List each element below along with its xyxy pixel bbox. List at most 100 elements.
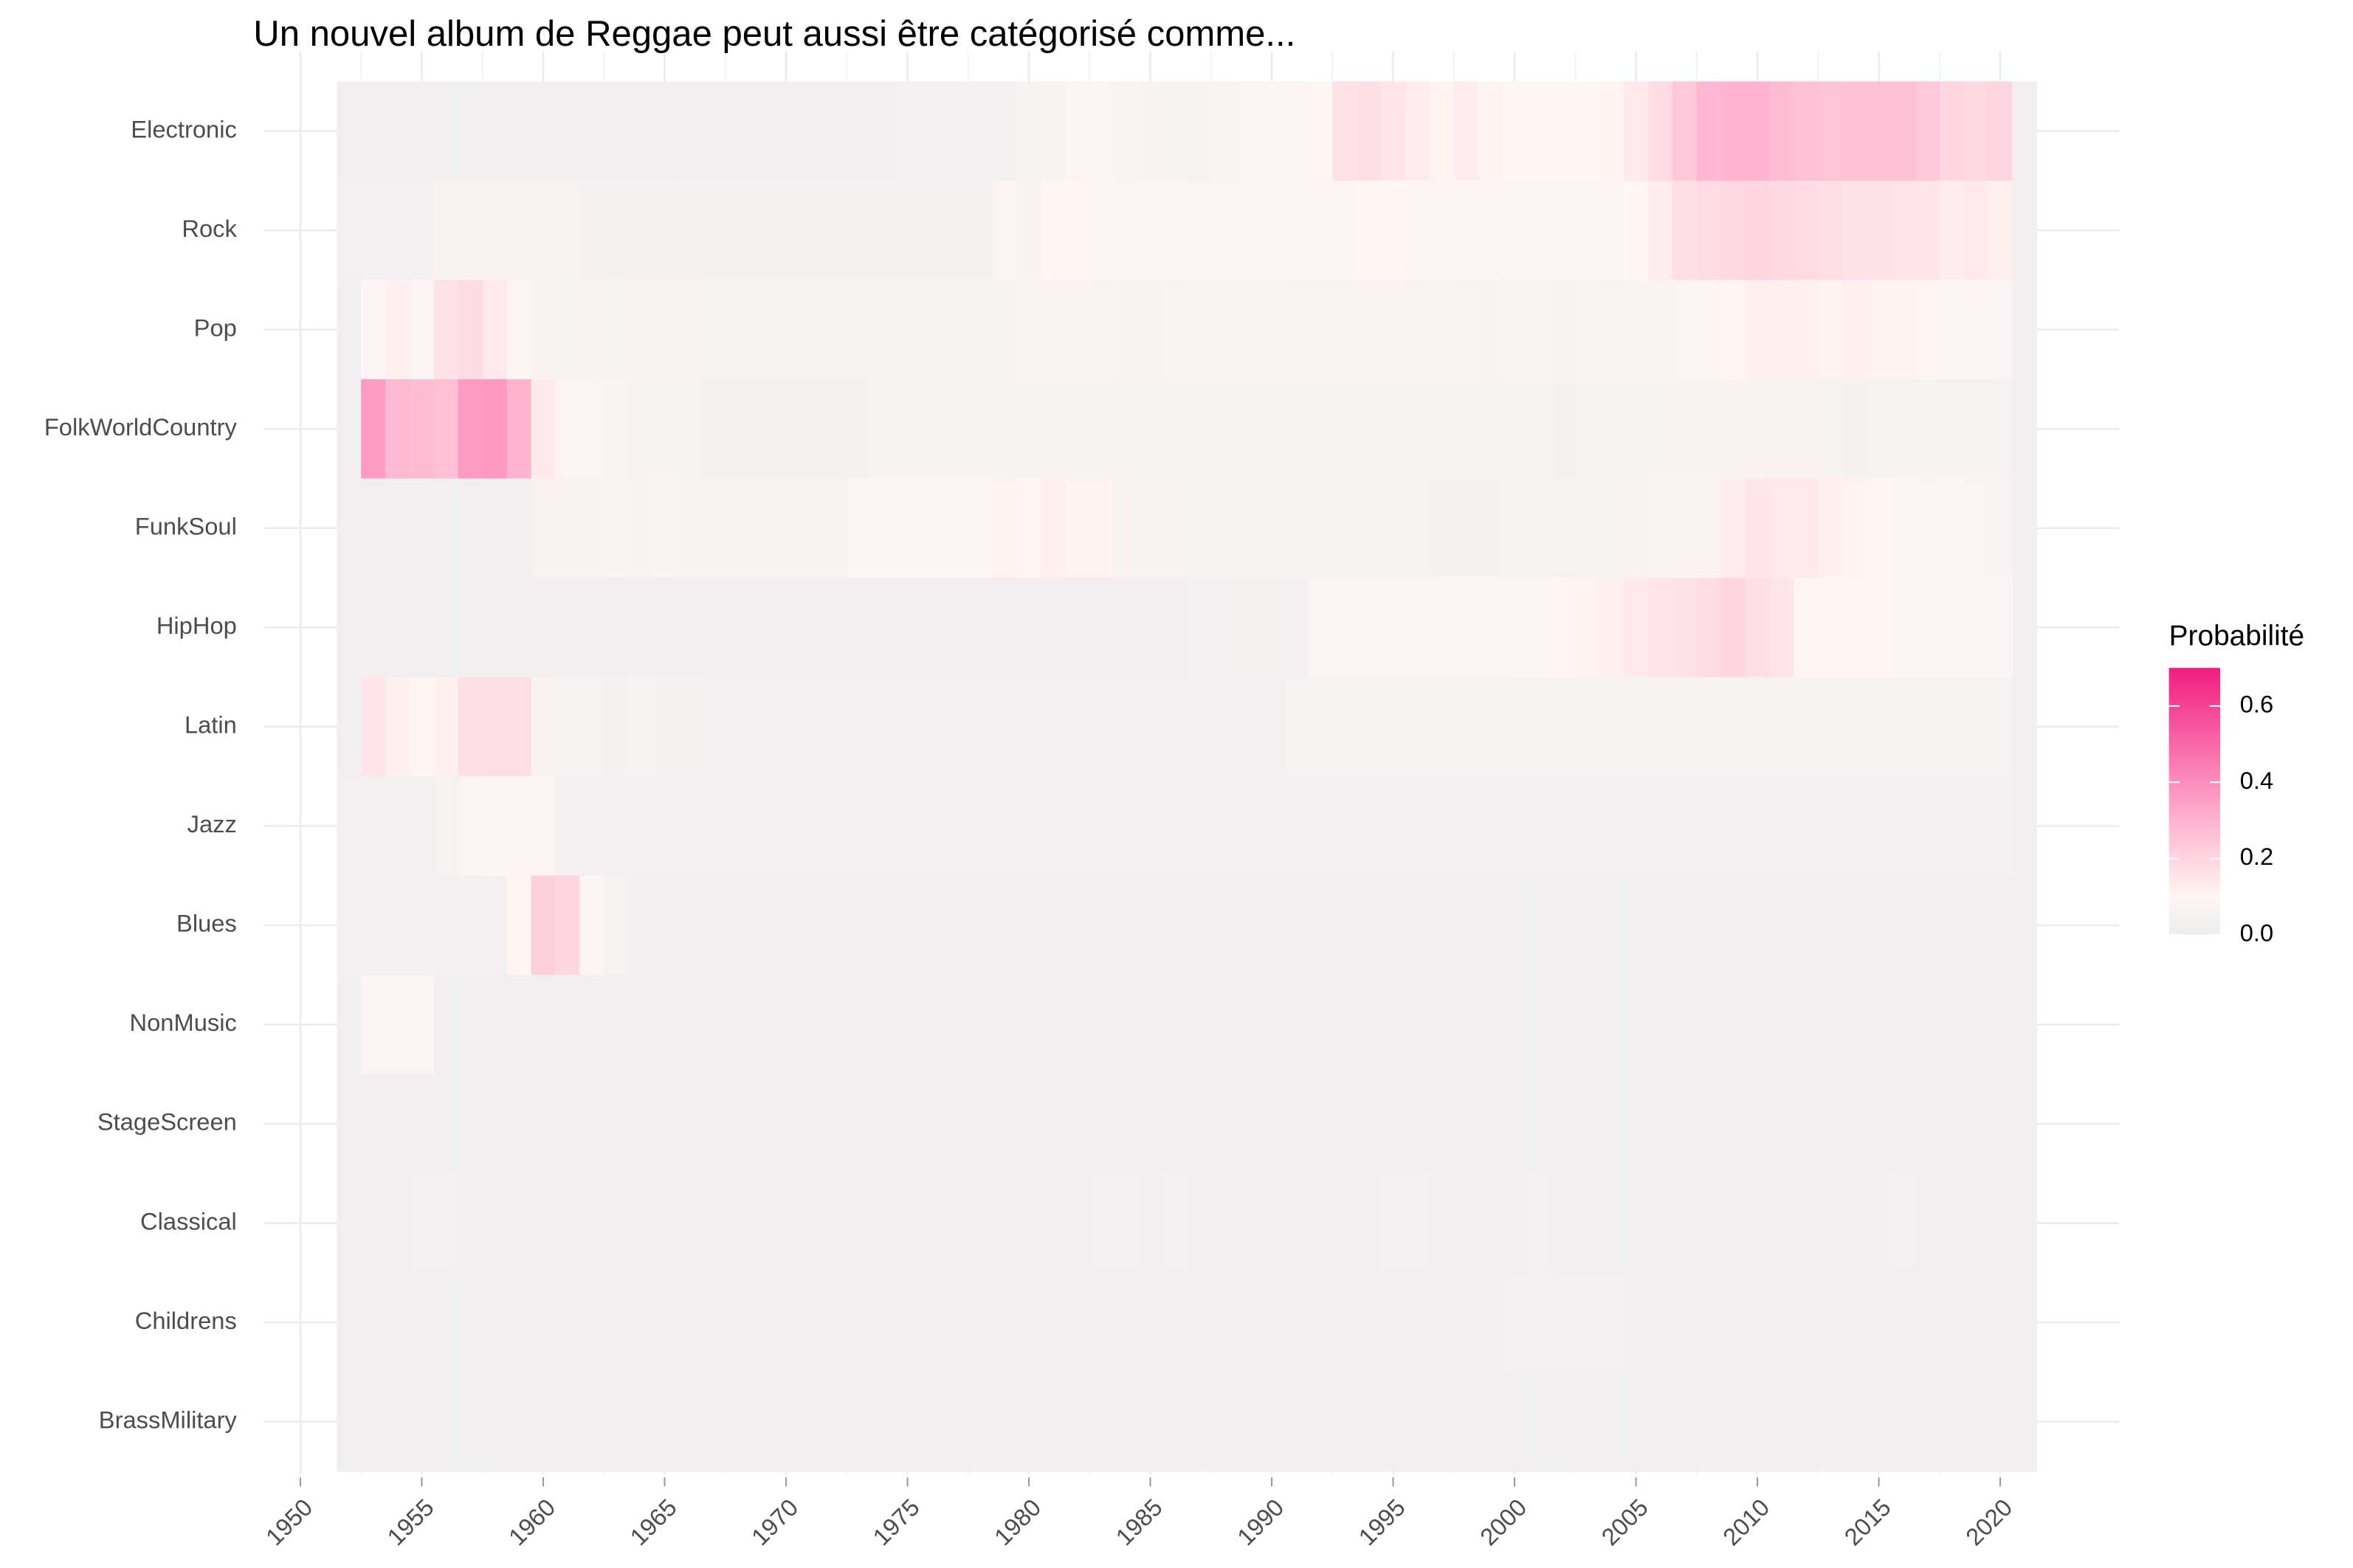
heat-cell — [798, 1173, 824, 1274]
heat-cell — [1332, 1372, 1357, 1472]
heat-cell — [1429, 776, 1455, 877]
heat-cell — [337, 1272, 362, 1373]
heat-cell — [1867, 1074, 1892, 1175]
heat-cell — [385, 478, 410, 578]
heat-cell — [361, 1074, 386, 1175]
heat-cell — [1745, 578, 1771, 678]
heat-cell — [919, 875, 945, 976]
heat-cell — [1818, 975, 1843, 1075]
heat-cell — [458, 1372, 483, 1472]
heat-cell — [482, 180, 508, 281]
heat-cell — [652, 379, 678, 480]
heat-cell — [1453, 81, 1479, 182]
heat-cell — [1210, 578, 1236, 678]
heat-cell — [2012, 180, 2038, 281]
heat-cell — [1041, 578, 1067, 678]
heat-cell — [1405, 578, 1430, 678]
heat-cell — [1162, 180, 1188, 281]
heat-cell — [1186, 875, 1212, 976]
heat-cell — [725, 1173, 751, 1274]
heat-cell — [1162, 875, 1188, 976]
heat-cell — [337, 1372, 362, 1472]
heat-cell — [1138, 875, 1163, 976]
heat-cell — [1551, 776, 1577, 877]
heat-cell — [1696, 81, 1722, 182]
y-tick-label: Pop — [194, 314, 237, 341]
heat-cell — [968, 776, 993, 877]
heat-cell — [1647, 677, 1673, 777]
heat-cell — [458, 1173, 483, 1274]
heat-cell — [1963, 1372, 1989, 1472]
heat-cell — [1720, 578, 1746, 678]
heat-cell — [1308, 1173, 1334, 1274]
heat-cell — [968, 875, 993, 976]
heat-cell — [1186, 677, 1212, 777]
heat-cell — [1769, 578, 1795, 678]
heat-cell — [1016, 478, 1042, 578]
heat-cell — [1235, 1372, 1261, 1472]
heat-cell — [506, 776, 532, 877]
heat-cell — [555, 1173, 581, 1274]
heat-cell — [1672, 875, 1698, 976]
heat-cell — [1939, 1074, 1965, 1175]
heat-cell — [458, 1074, 483, 1175]
heat-cell — [992, 1272, 1018, 1373]
heat-cell — [1963, 180, 1989, 281]
heat-cell — [506, 478, 532, 578]
heat-cell — [361, 81, 386, 182]
heat-cell — [1988, 578, 2013, 678]
heat-cell — [2012, 81, 2038, 182]
heat-cell — [1624, 875, 1649, 976]
heat-cell — [579, 578, 605, 678]
heat-cell — [1867, 280, 1892, 380]
heat-cell — [798, 478, 824, 578]
heat-cell — [1405, 180, 1430, 281]
heat-cell — [1672, 677, 1698, 777]
heat-cell — [555, 180, 581, 281]
heat-cell — [1453, 975, 1479, 1075]
heat-cell — [482, 578, 508, 678]
heat-cell — [749, 180, 775, 281]
heat-cell — [1963, 875, 1989, 976]
heat-cell — [1065, 975, 1091, 1075]
heat-cell — [1016, 776, 1042, 877]
heat-cell — [1284, 180, 1309, 281]
heat-cell — [1478, 1372, 1503, 1472]
heat-cell — [433, 180, 459, 281]
heat-cell — [774, 1173, 799, 1274]
heat-cell — [1624, 1372, 1649, 1472]
heat-cell — [1429, 379, 1455, 480]
heat-cell — [433, 280, 459, 380]
heat-cell — [579, 1173, 605, 1274]
heat-cell — [1381, 1173, 1406, 1274]
heat-cell — [1526, 478, 1552, 578]
heat-cell — [1794, 1372, 1819, 1472]
heat-cell — [1453, 776, 1479, 877]
heat-cell — [2012, 379, 2038, 480]
heat-cell — [531, 1173, 557, 1274]
heat-cell — [361, 975, 386, 1075]
y-tick-label: Blues — [176, 910, 237, 937]
heat-cell — [1794, 180, 1819, 281]
heat-cell — [555, 81, 581, 182]
heat-cell — [1162, 578, 1188, 678]
heat-cell — [1478, 677, 1503, 777]
heat-cell — [1769, 1173, 1795, 1274]
heat-cell — [1939, 776, 1965, 877]
heat-cell — [676, 1372, 702, 1472]
heat-cell — [871, 180, 896, 281]
heat-cell — [1405, 875, 1430, 976]
heat-cell — [1405, 478, 1430, 578]
heat-cell — [604, 578, 629, 678]
heat-cell — [1381, 578, 1406, 678]
heat-cell — [1575, 578, 1600, 678]
heat-cell — [871, 280, 896, 380]
heat-cell — [1818, 1372, 1843, 1472]
heat-cell — [895, 478, 920, 578]
heat-cell — [700, 875, 726, 976]
heat-cell — [1963, 1272, 1989, 1373]
heat-cell — [1357, 1272, 1382, 1373]
heat-cell — [1405, 677, 1430, 777]
heat-cell — [1988, 975, 2013, 1075]
heat-cell — [1988, 1074, 2013, 1175]
